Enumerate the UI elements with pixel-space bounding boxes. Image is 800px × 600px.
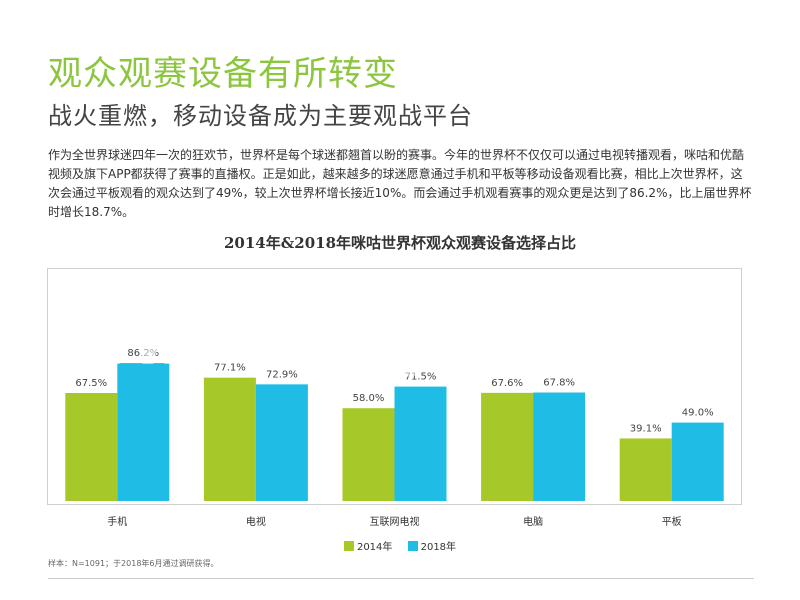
bar-iptv-2018 bbox=[394, 386, 447, 501]
chart-legend: 2014年 2018年 bbox=[0, 538, 800, 554]
bar-tablet-2014 bbox=[619, 438, 672, 501]
bar-tv-2018 bbox=[255, 384, 308, 501]
x-tick-label-phone: 手机 bbox=[107, 517, 128, 528]
bar-pc-2014 bbox=[481, 392, 534, 501]
legend-item-2014: 2014年 bbox=[343, 538, 393, 553]
data-label-tablet-2018: 49.0% bbox=[682, 408, 714, 419]
legend-label-2018: 2018年 bbox=[420, 542, 457, 553]
data-label-iptv-2018: 71.5% bbox=[405, 372, 437, 383]
data-label-iptv-2014: 58.0% bbox=[353, 393, 385, 404]
legend-label-2014: 2014年 bbox=[356, 542, 393, 553]
chart-title: 2014年&2018年咪咕世界杯观众观赛设备选择占比 bbox=[223, 234, 577, 252]
data-label-pc-2018: 67.8% bbox=[543, 378, 575, 389]
data-label-tablet-2014: 39.1% bbox=[630, 423, 662, 434]
bar-pc-2018 bbox=[533, 392, 586, 501]
data-label-phone-2014: 67.5% bbox=[75, 378, 107, 389]
data-label-phone-2018: 86.2% bbox=[127, 348, 159, 359]
bar-phone-2018 bbox=[117, 363, 170, 501]
bar-iptv-2014 bbox=[342, 408, 395, 501]
data-label-pc-2014: 67.6% bbox=[491, 378, 523, 389]
bar-phone-2014 bbox=[65, 393, 118, 501]
data-label-tv-2018: 72.9% bbox=[266, 369, 298, 380]
bar-tablet-2018 bbox=[671, 422, 724, 501]
chart-area: 67.5% 86.2% 77.1% 72.9% 58.0% 71.5% 67.6% 67.8%… bbox=[47, 268, 742, 528]
x-tick-label-iptv: 互联网电视 bbox=[369, 517, 420, 528]
footer-divider bbox=[48, 578, 754, 579]
page-subtitle: 战火重燃，移动设备成为主要观战平台 bbox=[48, 102, 473, 130]
footnote: 样本：N=1091；于2018年6月通过调研获得。 bbox=[48, 559, 219, 568]
x-tick-label-tv: 电视 bbox=[245, 517, 266, 528]
legend-swatch-2014 bbox=[343, 540, 354, 551]
x-tick-label-tablet: 平板 bbox=[661, 517, 682, 528]
x-tick-label-pc: 电脑 bbox=[523, 517, 544, 528]
page-title: 观众观赛设备有所转变 bbox=[48, 54, 398, 94]
legend-item-2018: 2018年 bbox=[407, 538, 457, 553]
bar-tv-2014 bbox=[203, 377, 256, 501]
legend-swatch-2018 bbox=[407, 540, 418, 551]
body-paragraph: 作为全世界球迷四年一次的狂欢节，世界杯是每个球迷都翘首以盼的赛事。今年的世界杯不… bbox=[48, 148, 752, 219]
data-label-tv-2014: 77.1% bbox=[214, 363, 246, 374]
bar-chart: 67.5% 86.2% 77.1% 72.9% 58.0% 71.5% 67.6% 67.8%… bbox=[65, 348, 724, 501]
